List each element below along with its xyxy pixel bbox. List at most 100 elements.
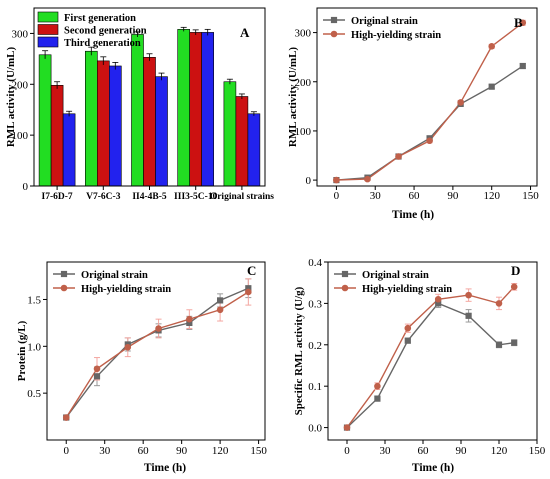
bar — [235, 96, 249, 187]
data-point — [93, 365, 101, 373]
x-tick-label: Original strains — [210, 192, 274, 202]
legend-label: Third generation — [64, 38, 141, 49]
data-point — [510, 283, 518, 291]
x-tick-label: 90 — [176, 445, 188, 457]
bar — [131, 34, 144, 187]
legend-swatch — [37, 11, 59, 23]
legend-label: Original strain — [81, 270, 148, 281]
data-point — [511, 339, 518, 346]
bar — [38, 54, 52, 187]
data-point — [465, 291, 472, 299]
y-tick-label: 300 — [12, 28, 29, 40]
data-point — [93, 373, 101, 380]
data-point — [495, 341, 503, 348]
chart-C: 0 30 60 90 120 150 0.5 1.0 1.5 Protein (g/L) Time … — [16, 261, 267, 474]
data-point — [60, 270, 68, 278]
data-point — [343, 424, 351, 431]
x-tick-label: 150 — [529, 445, 546, 457]
data-point — [341, 284, 349, 292]
x-tick-label: 90 — [456, 445, 468, 457]
y-tick-label: 0.0 — [308, 423, 322, 435]
x-tick-label: 60 — [409, 190, 421, 202]
y-tick-label: 1.0 — [27, 341, 41, 353]
data-point — [434, 295, 442, 303]
x-tick-label: 150 — [522, 190, 539, 202]
legend-label: Second generation — [64, 26, 147, 37]
x-tick-label: 30 — [370, 190, 382, 202]
data-point — [488, 43, 496, 50]
chart-A: I7-6D-7 V7-6C-3 II4-4B-5 III3-5C-10Original… — [5, 7, 274, 202]
data-point — [330, 16, 338, 24]
data-point — [124, 343, 132, 351]
chart-B: 0 30 60 90 120 150 0 100 200 300 RML activity (U/m… — [287, 7, 539, 221]
data-point — [395, 153, 402, 160]
x-axis-label: Time (h) — [392, 209, 434, 221]
bar — [50, 85, 64, 187]
data-point — [60, 284, 68, 292]
y-tick-label: 100 — [12, 130, 29, 142]
plot-frame — [46, 261, 266, 441]
data-point — [216, 306, 224, 314]
bar — [247, 113, 261, 187]
legend-label: First generation — [64, 13, 136, 24]
x-tick-label: 30 — [380, 445, 392, 457]
data-point — [488, 83, 495, 90]
legend-swatch — [37, 24, 59, 35]
legend-label: Original strain — [362, 270, 429, 281]
x-tick-label: 0 — [334, 190, 340, 202]
bar — [155, 76, 168, 187]
panel-label: A — [240, 25, 250, 40]
y-tick-label: 200 — [12, 79, 29, 91]
bar — [201, 32, 214, 187]
plot-frame — [327, 261, 538, 441]
y-tick-label: 0 — [306, 175, 312, 187]
x-axis-label: Time (h) — [412, 462, 454, 474]
data-point — [217, 297, 224, 304]
data-point — [519, 19, 527, 27]
series-line — [346, 286, 515, 428]
panel-label: B — [514, 15, 523, 30]
data-point — [426, 137, 433, 145]
bar — [97, 60, 110, 187]
y-tick-label: 200 — [295, 77, 312, 89]
data-point — [404, 324, 412, 332]
data-point — [186, 315, 193, 323]
data-point — [374, 382, 381, 390]
panel-label: C — [247, 263, 256, 278]
x-tick-label: III3-5C-10 — [174, 192, 218, 202]
y-tick-label: 100 — [295, 126, 312, 138]
y-tick-label: 0.5 — [27, 388, 41, 400]
legend-label: High-yielding strain — [362, 284, 452, 295]
legend-label: Original strain — [351, 16, 418, 27]
x-tick-label: I7-6D-7 — [42, 192, 73, 202]
chart-D: 0 30 60 90 120 150 0.0 0.1 0.2 0.3 0.4 Specific RML… — [293, 257, 546, 474]
data-point — [495, 300, 503, 307]
data-point — [341, 270, 349, 278]
legend-label: High-yielding strain — [351, 30, 441, 41]
data-point — [364, 175, 371, 183]
bar — [85, 50, 98, 187]
x-tick-label: 0 — [344, 445, 350, 457]
data-point — [245, 288, 252, 296]
series-line — [346, 302, 515, 429]
bar — [62, 113, 76, 187]
legend-swatch — [37, 36, 59, 48]
bar — [223, 81, 237, 187]
data-point — [330, 30, 338, 38]
y-tick-label: 0.1 — [308, 381, 322, 393]
x-tick-label: II4-4B-5 — [132, 192, 167, 202]
panel-label: D — [511, 263, 520, 278]
y-axis-label: Protein (g/L) — [16, 320, 28, 381]
x-tick-label: 60 — [418, 445, 430, 457]
plot-frame — [33, 7, 266, 187]
y-axis-label: Specific RML activity (U/g) — [293, 286, 305, 415]
bar — [189, 32, 202, 187]
bar — [109, 65, 122, 187]
y-tick-label: 300 — [295, 28, 312, 40]
series-line — [336, 65, 524, 181]
data-point — [155, 325, 162, 332]
x-tick-label: 150 — [250, 445, 267, 457]
x-tick-label: 30 — [99, 445, 111, 457]
legend-label: High-yielding strain — [81, 284, 171, 295]
